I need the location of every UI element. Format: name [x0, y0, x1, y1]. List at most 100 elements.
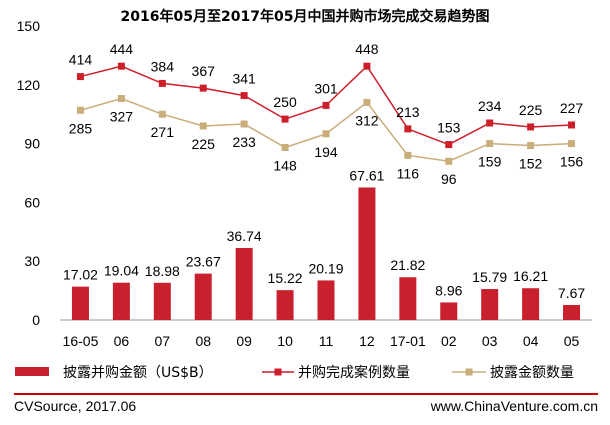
line-marker: [322, 101, 330, 109]
line-marker: [117, 62, 125, 70]
bar-data-label: 67.61: [349, 167, 384, 183]
line-data-label: 227: [560, 100, 584, 116]
x-tick-label: 07: [155, 333, 171, 349]
line-data-label: 225: [519, 102, 543, 118]
line-marker: [281, 144, 289, 152]
bar-data-label: 15.22: [268, 270, 303, 286]
line-data-label: 250: [273, 94, 297, 110]
x-tick-label: 16-05: [63, 333, 99, 349]
line-data-label: 153: [437, 120, 461, 136]
bar: [563, 304, 581, 320]
line-data-label: 213: [396, 104, 420, 120]
bar: [522, 288, 540, 320]
y-tick-label: 0: [32, 312, 40, 328]
legend-swatch-deals-marker: [274, 368, 282, 376]
line-marker: [199, 84, 207, 92]
line-data-label: 327: [110, 109, 134, 125]
line-data-label: 285: [69, 120, 93, 136]
bar: [112, 282, 130, 320]
y-tick-label: 150: [17, 18, 41, 34]
line-series-disclosed: 285 327 271 225 233 148 194 312 116 96 159 152 156: [69, 95, 584, 187]
line-marker: [363, 62, 371, 70]
line-data-label: 414: [69, 52, 93, 68]
bar: [194, 273, 212, 320]
bar: [399, 277, 417, 320]
legend-swatch-disclosed-marker: [465, 368, 473, 376]
bar-data-label: 21.82: [390, 257, 425, 273]
x-axis: 16-05 06 07 08 09 10 11 12 17-01 02 03 04 05: [63, 333, 580, 349]
line-data-label: 233: [232, 134, 256, 150]
line-marker: [240, 120, 248, 128]
line-data-label: 194: [314, 144, 338, 160]
bar-data-label: 18.98: [145, 263, 180, 279]
y-tick-label: 60: [24, 194, 40, 210]
line-data-label: 301: [314, 80, 338, 96]
line-marker: [445, 141, 453, 149]
line-marker: [322, 130, 330, 138]
bar-data-label: 15.79: [472, 269, 507, 285]
line-data-label: 444: [110, 41, 134, 57]
line-marker: [486, 140, 494, 148]
line-marker: [76, 73, 84, 81]
bar: [153, 282, 171, 320]
line-marker: [568, 121, 576, 129]
bar-data-label: 17.02: [63, 267, 98, 283]
bar-data-label: 19.04: [104, 263, 139, 279]
line-data-label: 234: [478, 98, 502, 114]
line-data-label: 148: [273, 158, 297, 174]
legend: 披露并购金额（US$B） 并购完成案例数量 披露金额数量: [15, 364, 574, 381]
bar-data-label: 23.67: [186, 254, 221, 270]
legend-swatch-bar: [15, 367, 49, 376]
x-tick-label: 05: [564, 333, 580, 349]
line-marker: [281, 115, 289, 123]
line-marker: [527, 142, 535, 150]
x-tick-label: 03: [482, 333, 498, 349]
bar-data-label: 7.67: [558, 285, 585, 301]
line-data-label: 271: [151, 124, 175, 140]
footer-source: CVSource, 2017.06: [14, 398, 137, 414]
line-data-label: 341: [232, 71, 256, 87]
bar-data-label: 36.74: [227, 228, 262, 244]
y-tick-label: 30: [24, 253, 40, 269]
x-tick-label: 10: [277, 333, 293, 349]
line-marker: [486, 119, 494, 127]
line-data-label: 312: [355, 112, 379, 128]
line-marker: [445, 157, 453, 165]
bar-data-label: 16.21: [513, 268, 548, 284]
line-data-label: 225: [192, 136, 216, 152]
x-tick-label: 11: [319, 333, 334, 349]
x-tick-label: 04: [523, 333, 539, 349]
line-data-label: 367: [192, 63, 216, 79]
line-data-label: 384: [151, 58, 175, 74]
line-marker: [404, 125, 412, 133]
line-marker: [568, 140, 576, 148]
bar: [440, 302, 458, 320]
x-tick-label: 06: [114, 333, 130, 349]
y-tick-label: 90: [24, 136, 40, 152]
y-tick-label: 120: [17, 77, 41, 93]
x-tick-label: 09: [236, 333, 252, 349]
bar: [317, 280, 335, 320]
line-marker: [158, 110, 166, 118]
line-marker: [240, 92, 248, 100]
x-tick-label: 12: [359, 333, 375, 349]
bar-data-label: 20.19: [308, 260, 343, 276]
line-marker: [527, 123, 535, 131]
x-tick-label: 08: [195, 333, 211, 349]
line-data-label: 156: [560, 154, 584, 170]
legend-label-disclosed: 披露金额数量: [490, 365, 574, 381]
line-data-label: 448: [355, 41, 379, 57]
line-marker: [76, 106, 84, 114]
line-data-label: 159: [478, 154, 502, 170]
line-data-label: 152: [519, 156, 543, 172]
line-data-label: 116: [397, 165, 420, 181]
legend-label-deals: 并购完成案例数量: [298, 364, 410, 381]
bar: [71, 286, 89, 320]
x-tick-label: 17-01: [390, 333, 426, 349]
footer-website: www.ChinaVenture.com.cn: [430, 398, 598, 414]
line-marker: [199, 122, 207, 130]
bar: [481, 289, 499, 320]
bar: [358, 187, 376, 320]
bar: [235, 247, 253, 320]
